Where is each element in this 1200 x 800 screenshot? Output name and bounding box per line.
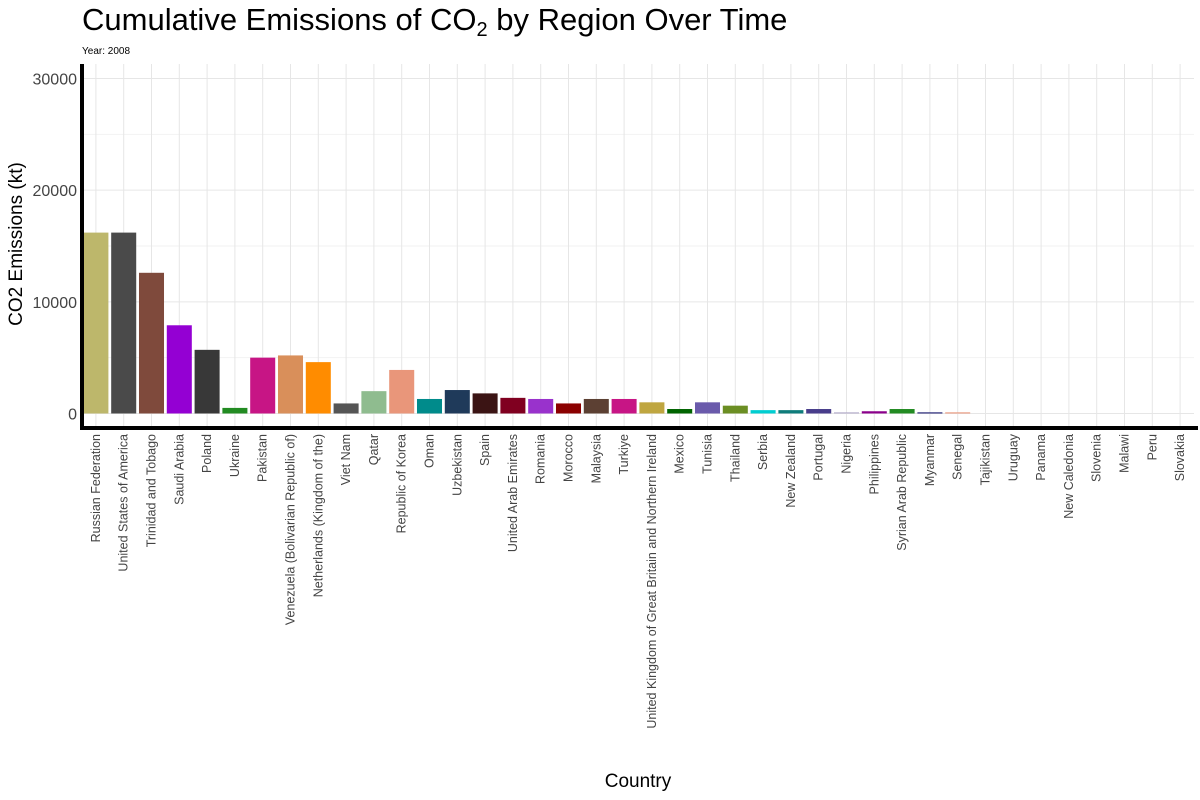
x-tick-label: Saudi Arabia xyxy=(172,434,186,505)
bar xyxy=(722,405,748,414)
x-tick-label: Morocco xyxy=(562,434,576,482)
x-tick-label: Myanmar xyxy=(923,434,937,486)
x-tick-label: Senegal xyxy=(951,434,965,480)
chart-title-main: Cumulative Emissions of CO xyxy=(82,2,477,37)
x-tick-label: Tajikistan xyxy=(979,434,993,485)
bar xyxy=(138,272,165,414)
x-tick-label: Trinidad and Tobago xyxy=(145,434,159,547)
x-tick-label: Nigeria xyxy=(840,434,854,474)
bar xyxy=(305,362,331,414)
bar xyxy=(333,403,359,414)
x-tick-label: Russian Federation xyxy=(89,434,103,542)
bar xyxy=(361,391,387,414)
chart-title-subscript: 2 xyxy=(476,19,488,41)
x-tick-label: Poland xyxy=(200,434,214,473)
x-tick-label: Qatar xyxy=(367,434,381,465)
bar xyxy=(194,349,220,414)
axes xyxy=(80,64,1198,430)
x-tick-labels: Russian Federation United States of Ameri… xyxy=(89,433,1187,728)
y-axis-title: CO2 Emissions (kt) xyxy=(6,162,27,326)
bar xyxy=(806,409,832,414)
bar xyxy=(389,369,415,414)
chart-subtitle: Year: 2008 xyxy=(82,46,131,57)
x-tick-label: Republic of Korea xyxy=(395,434,409,533)
bar xyxy=(667,409,693,414)
bar xyxy=(111,232,137,414)
chart-title-rest: by Region Over Time xyxy=(487,2,788,37)
x-tick-label: Serbia xyxy=(756,434,770,470)
x-tick-label: Ukraine xyxy=(228,434,242,477)
x-tick-label: Viet Nam xyxy=(339,434,353,485)
bar xyxy=(500,397,526,414)
bar xyxy=(444,390,470,414)
grid-lines xyxy=(82,64,1194,428)
bar xyxy=(416,398,443,414)
x-tick-label: Oman xyxy=(423,434,437,468)
bar xyxy=(222,407,248,414)
x-tick-label: Slovakia xyxy=(1173,434,1187,481)
y-tick-labels: 0 10000 20000 30000 xyxy=(33,72,78,424)
x-tick-label: United States of America xyxy=(117,434,131,572)
x-tick-label: Peru xyxy=(1145,434,1159,460)
x-tick-label: Tunisia xyxy=(701,434,715,474)
y-tick-label: 0 xyxy=(68,406,77,423)
bar xyxy=(555,403,582,414)
x-tick-label: Uruguay xyxy=(1006,433,1020,481)
bar xyxy=(833,412,860,414)
y-tick-label: 10000 xyxy=(33,295,78,312)
chart-title: Cumulative Emissions of CO2 by Region Ov… xyxy=(82,2,787,42)
x-tick-label: Malaysia xyxy=(589,434,603,483)
x-tick-label: Slovenia xyxy=(1090,434,1104,482)
x-tick-label: Netherlands (Kingdom of the) xyxy=(311,434,325,597)
x-tick-label: Pakistan xyxy=(256,434,270,482)
x-tick-label: United Arab Emirates xyxy=(506,434,520,552)
x-tick-label: New Zealand xyxy=(784,434,798,508)
bar xyxy=(250,357,276,414)
bar xyxy=(694,402,721,414)
bar xyxy=(528,398,554,414)
x-tick-label: Romania xyxy=(534,434,548,484)
bar xyxy=(639,402,665,414)
bars xyxy=(83,232,971,414)
x-tick-label: Malawi xyxy=(1118,434,1132,473)
bar xyxy=(611,398,637,414)
bar xyxy=(472,393,498,414)
x-tick-label: Syrian Arab Republic xyxy=(895,434,909,551)
x-tick-label: Panama xyxy=(1034,434,1048,481)
bar xyxy=(861,411,887,414)
y-tick-label: 30000 xyxy=(33,72,78,89)
bar xyxy=(166,325,192,414)
x-tick-label: United Kingdom of Great Britain and Nort… xyxy=(645,434,659,729)
bar xyxy=(83,232,109,414)
x-axis-title: Country xyxy=(605,771,672,792)
x-tick-label: Uzbekistan xyxy=(450,434,464,496)
x-tick-label: Philippines xyxy=(867,434,881,494)
bar xyxy=(889,409,915,414)
bar xyxy=(945,412,971,414)
bar xyxy=(778,410,804,414)
bar xyxy=(750,410,776,414)
bar xyxy=(917,412,943,414)
x-tick-label: New Caledonia xyxy=(1062,434,1076,519)
x-tick-label: Portugal xyxy=(812,434,826,481)
x-tick-label: Mexico xyxy=(673,434,687,474)
bar xyxy=(583,398,609,414)
x-tick-label: Thailand xyxy=(728,434,742,482)
y-tick-label: 20000 xyxy=(33,183,78,200)
bar xyxy=(277,355,304,414)
x-tick-label: Turkiye xyxy=(617,434,631,475)
x-tick-label: Venezuela (Bolivarian Republic of) xyxy=(284,434,298,625)
x-tick-label: Spain xyxy=(478,434,492,466)
